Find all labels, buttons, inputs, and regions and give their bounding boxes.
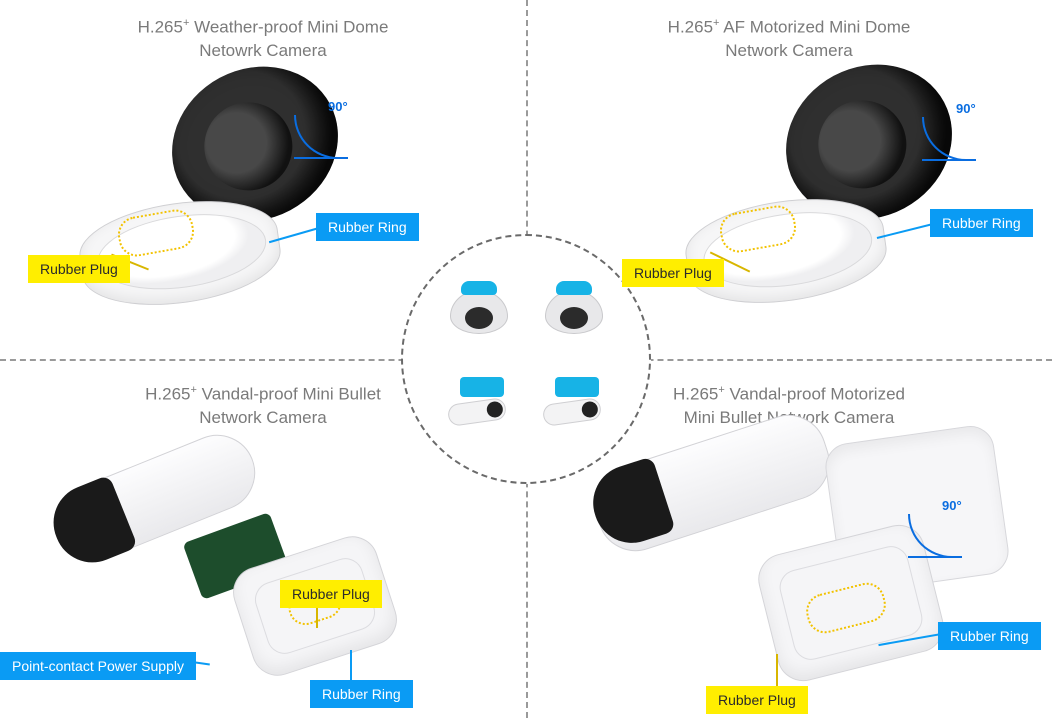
codec-prefix: H.265 <box>668 18 713 37</box>
title-tr: H.265+ AF Motorized Mini Dome Network Ca… <box>526 16 1052 63</box>
tag-rubber-plug-br: Rubber Plug <box>706 686 808 714</box>
codec-prefix: H.265 <box>145 385 190 404</box>
codec-prefix: H.265 <box>673 385 718 404</box>
tag-rubber-plug-bl: Rubber Plug <box>280 580 382 608</box>
quad-bottom-left: H.265+ Vandal-proof Mini Bullet Network … <box>0 359 526 718</box>
quad-top-right: H.265+ AF Motorized Mini Dome Network Ca… <box>526 0 1052 359</box>
quad-bottom-right: H.265+ Vandal-proof Motorized Mini Bulle… <box>526 359 1052 718</box>
quad-top-left: H.265+ Weather-proof Mini Dome Netowrk C… <box>0 0 526 359</box>
tag-rubber-plug-tr: Rubber Plug <box>622 259 724 287</box>
title-rest: AF Motorized Mini Dome <box>719 18 910 37</box>
tag-rubber-plug-tl: Rubber Plug <box>28 255 130 283</box>
lead-plug-br <box>776 654 778 688</box>
angle-value: 90° <box>956 101 976 116</box>
device-illustration-br <box>596 430 1016 690</box>
title-rest: Weather-proof Mini Dome <box>189 18 388 37</box>
title-tl: H.265+ Weather-proof Mini Dome Netowrk C… <box>0 16 526 63</box>
title-rest: Vandal-proof Motorized <box>725 385 905 404</box>
title-rest: Vandal-proof Mini Bullet <box>197 385 381 404</box>
tag-rubber-ring-bl: Rubber Ring <box>310 680 413 708</box>
lead-plug-bl <box>316 606 318 628</box>
tag-power-bl: Point-contact Power Supply <box>0 652 196 680</box>
title-line2: Network Camera <box>199 408 327 427</box>
tag-rubber-ring-tr: Rubber Ring <box>930 209 1033 237</box>
title-line2: Network Camera <box>725 41 853 60</box>
lead-ring-bl <box>350 650 352 680</box>
tag-rubber-ring-tl: Rubber Ring <box>316 213 419 241</box>
angle-value: 90° <box>328 99 348 114</box>
title-line2: Netowrk Camera <box>199 41 327 60</box>
angle-value: 90° <box>942 498 962 513</box>
title-bl: H.265+ Vandal-proof Mini Bullet Network … <box>0 383 526 430</box>
tag-rubber-ring-br: Rubber Ring <box>938 622 1041 650</box>
codec-prefix: H.265 <box>138 18 183 37</box>
